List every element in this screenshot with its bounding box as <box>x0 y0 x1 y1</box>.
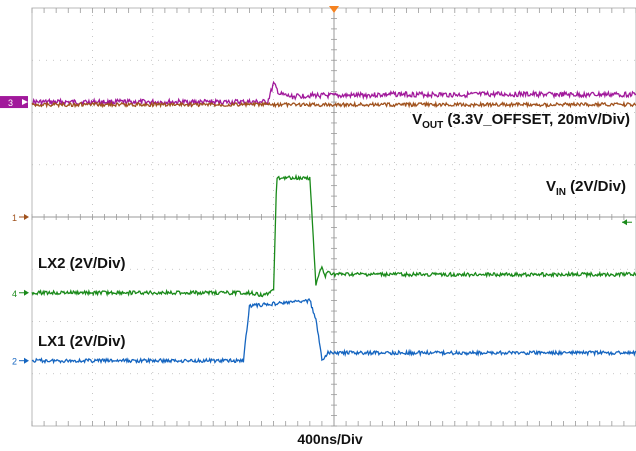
series-label-subscript: OUT <box>422 120 443 131</box>
channel-markers: 3 1 4 2 <box>0 96 632 367</box>
series-line-3 <box>31 173 636 298</box>
reference-arrow-head <box>622 219 627 226</box>
series-label-main: V <box>412 111 422 128</box>
series-line-4 <box>31 298 636 365</box>
series-label-2: VIN (2V/Div) <box>546 178 626 198</box>
series-label-3: LX2 (2V/Div) <box>38 255 126 272</box>
channel-marker-arrow <box>24 289 29 296</box>
plot-grid <box>31 6 636 427</box>
channel-4-marker: 4 <box>12 289 17 299</box>
trace-labels: VOUT (3.3V_OFFSET, 20mV/Div)VIN (2V/Div)… <box>38 111 630 350</box>
waveform-traces <box>31 80 636 365</box>
series-label-main: LX1 (2V/Div) <box>38 333 126 350</box>
series-label-rest: (2V/Div) <box>566 178 626 195</box>
channel-3-marker-box <box>0 96 28 109</box>
series-label-rest: (3.3V_OFFSET, 20mV/Div) <box>443 111 630 128</box>
series-label-1: VOUT (3.3V_OFFSET, 20mV/Div) <box>412 111 630 131</box>
series-label-subscript: IN <box>556 187 566 198</box>
channel-2-marker: 2 <box>12 357 17 367</box>
channel-1-marker: 1 <box>12 213 17 223</box>
channel-marker-arrow <box>24 214 29 220</box>
trigger-marker <box>329 6 339 13</box>
series-label-4: LX1 (2V/Div) <box>38 333 126 350</box>
series-line-2 <box>31 100 636 109</box>
series-label-main: V <box>546 178 556 195</box>
channel-3-marker: 3 <box>8 98 13 108</box>
channel-marker-arrow <box>24 357 29 364</box>
series-label-main: LX2 (2V/Div) <box>38 255 126 272</box>
series-line-1 <box>31 80 636 108</box>
channel-marker-arrow <box>22 99 28 106</box>
x-axis-label: 400ns/Div <box>297 431 363 447</box>
